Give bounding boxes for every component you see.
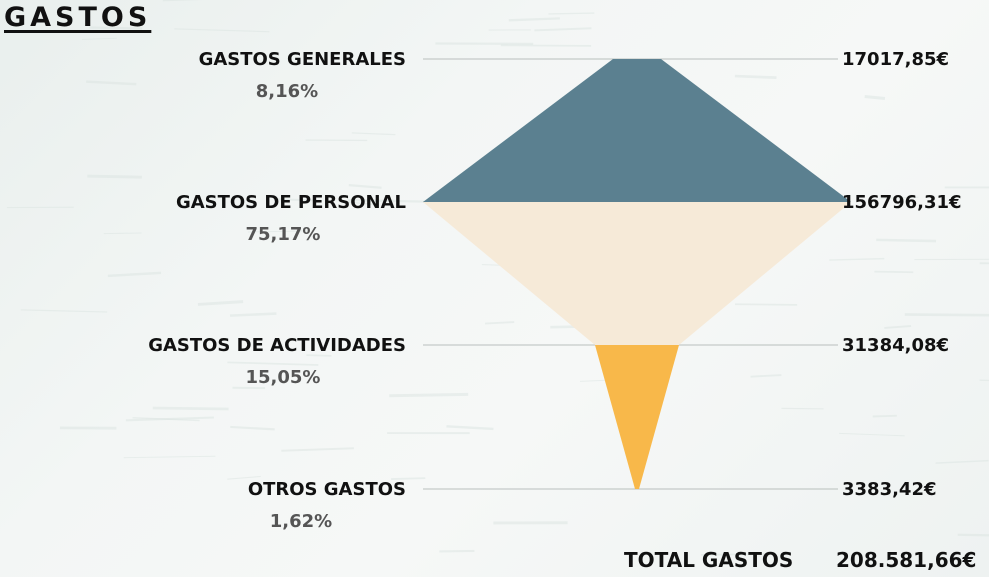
stage-percent-label: 1,62% [270, 511, 332, 532]
stage-name-label: GASTOS DE ACTIVIDADES [148, 335, 406, 356]
stage-percent-label: 15,05% [246, 367, 321, 388]
stage-percent-label: 8,16% [256, 81, 318, 102]
funnel-segment-gastos-de-actividades [595, 345, 679, 489]
page-title: GASTOS [4, 2, 152, 33]
funnel-segment-gastos-generales [423, 59, 851, 202]
stage-value-label: 156796,31€ [842, 192, 962, 213]
stage-value-label: 31384,08€ [842, 335, 949, 356]
stage-name-label: GASTOS DE PERSONAL [176, 192, 406, 213]
total-label: TOTAL GASTOS [624, 548, 794, 572]
stage-name-label: OTROS GASTOS [248, 479, 406, 500]
stage-percent-label: 75,17% [246, 224, 321, 245]
stage-value-label: 17017,85€ [842, 49, 949, 70]
stage-name-label: GASTOS GENERALES [199, 49, 406, 70]
funnel-segment-gastos-de-personal [423, 202, 851, 345]
total-value: 208.581,66€ [836, 548, 977, 572]
stage-value-label: 3383,42€ [842, 479, 937, 500]
